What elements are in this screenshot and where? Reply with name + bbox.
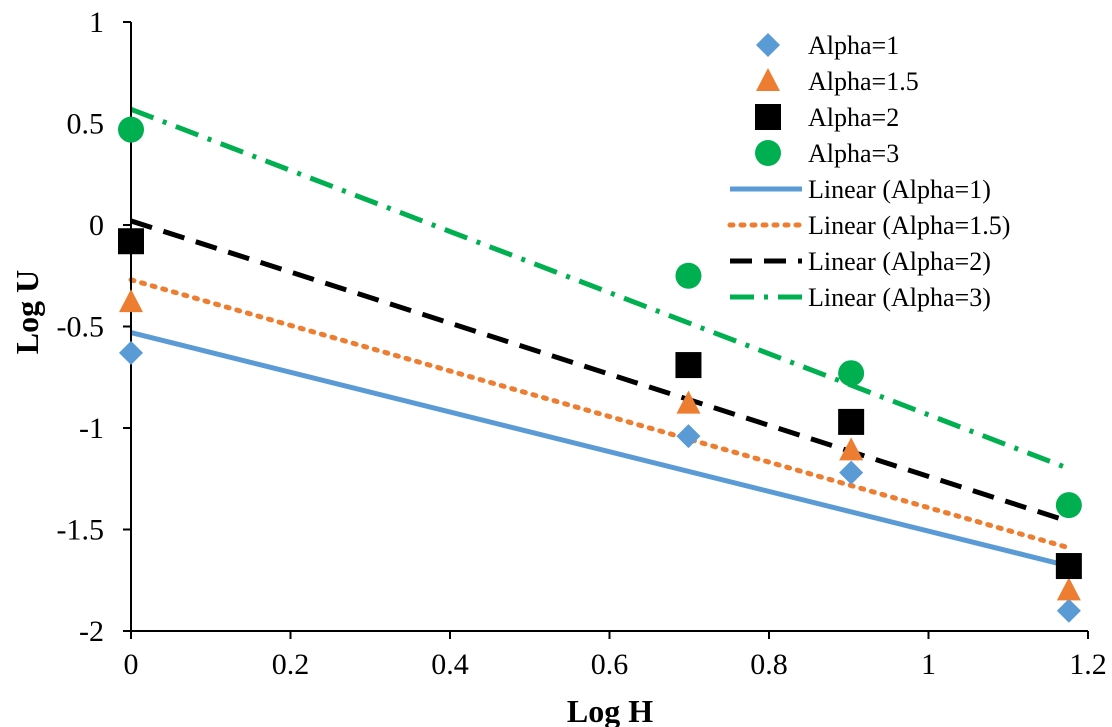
x-tick-label: 0.4 [431, 648, 469, 681]
data-point-circle [118, 116, 144, 143]
trendline [130, 330, 1070, 569]
legend-label: Alpha=2 [808, 103, 899, 132]
y-tick-label: -1 [79, 412, 104, 445]
legend-label: Linear (Alpha=1) [808, 175, 991, 204]
y-tick-label: -2 [79, 615, 104, 648]
x-tick-label: 0.8 [750, 648, 788, 681]
data-point-triangle [839, 437, 864, 461]
legend-label: Alpha=1.5 [808, 67, 919, 96]
trendlines [128, 106, 1072, 569]
legend-label: Linear (Alpha=2) [808, 247, 991, 276]
data-markers [118, 116, 1082, 623]
trendline [128, 277, 1072, 551]
data-point-square [838, 408, 865, 435]
y-tick-label: 1 [89, 6, 104, 39]
y-tick-label: -0.5 [57, 311, 105, 344]
legend-marker-circle [755, 140, 781, 166]
trendline [130, 106, 1070, 471]
x-tick-label: 0 [124, 648, 139, 681]
legend-marker-diamond [756, 33, 780, 57]
data-point-circle [1055, 492, 1082, 519]
legend-marker-square [755, 104, 781, 130]
trendline [130, 218, 1070, 524]
data-point-square [675, 352, 702, 379]
x-axis-title: Log H [567, 693, 653, 727]
data-point-diamond [676, 424, 701, 449]
data-point-square [118, 228, 144, 255]
data-point-circle [838, 360, 865, 387]
data-point-square [1055, 553, 1082, 580]
legend-marker-triangle [756, 68, 780, 91]
y-tick-label: -1.5 [57, 514, 105, 547]
x-tick-label: 1 [921, 648, 936, 681]
legend: Alpha=1 Alpha=1.5 Alpha=2 Alpha=3 Linear (Al… [727, 31, 1010, 312]
data-point-triangle [119, 289, 143, 313]
x-tick-label: 0.2 [272, 648, 310, 681]
axes: 0 0.2 0.4 0.6 0.8 1 1.2 1 0.5 0 -0.5 -1 -1.5 -2 [57, 6, 1107, 681]
legend-label: Alpha=1 [808, 31, 899, 60]
x-tick-label: 0.6 [591, 648, 629, 681]
legend-label: Alpha=3 [808, 139, 899, 168]
data-point-diamond [119, 340, 143, 365]
x-tick-label: 1.2 [1069, 648, 1107, 681]
y-tick-label: 0 [89, 209, 104, 242]
data-point-diamond [839, 460, 864, 485]
legend-label: Linear (Alpha=3) [808, 283, 991, 312]
legend-label: Linear (Alpha=1.5) [808, 211, 1010, 240]
data-point-diamond [1056, 598, 1081, 623]
data-point-circle [675, 262, 702, 289]
data-point-triangle [1056, 577, 1081, 601]
data-point-triangle [676, 390, 701, 414]
y-axis-title: Log U [9, 270, 45, 354]
y-tick-label: 0.5 [67, 108, 105, 141]
